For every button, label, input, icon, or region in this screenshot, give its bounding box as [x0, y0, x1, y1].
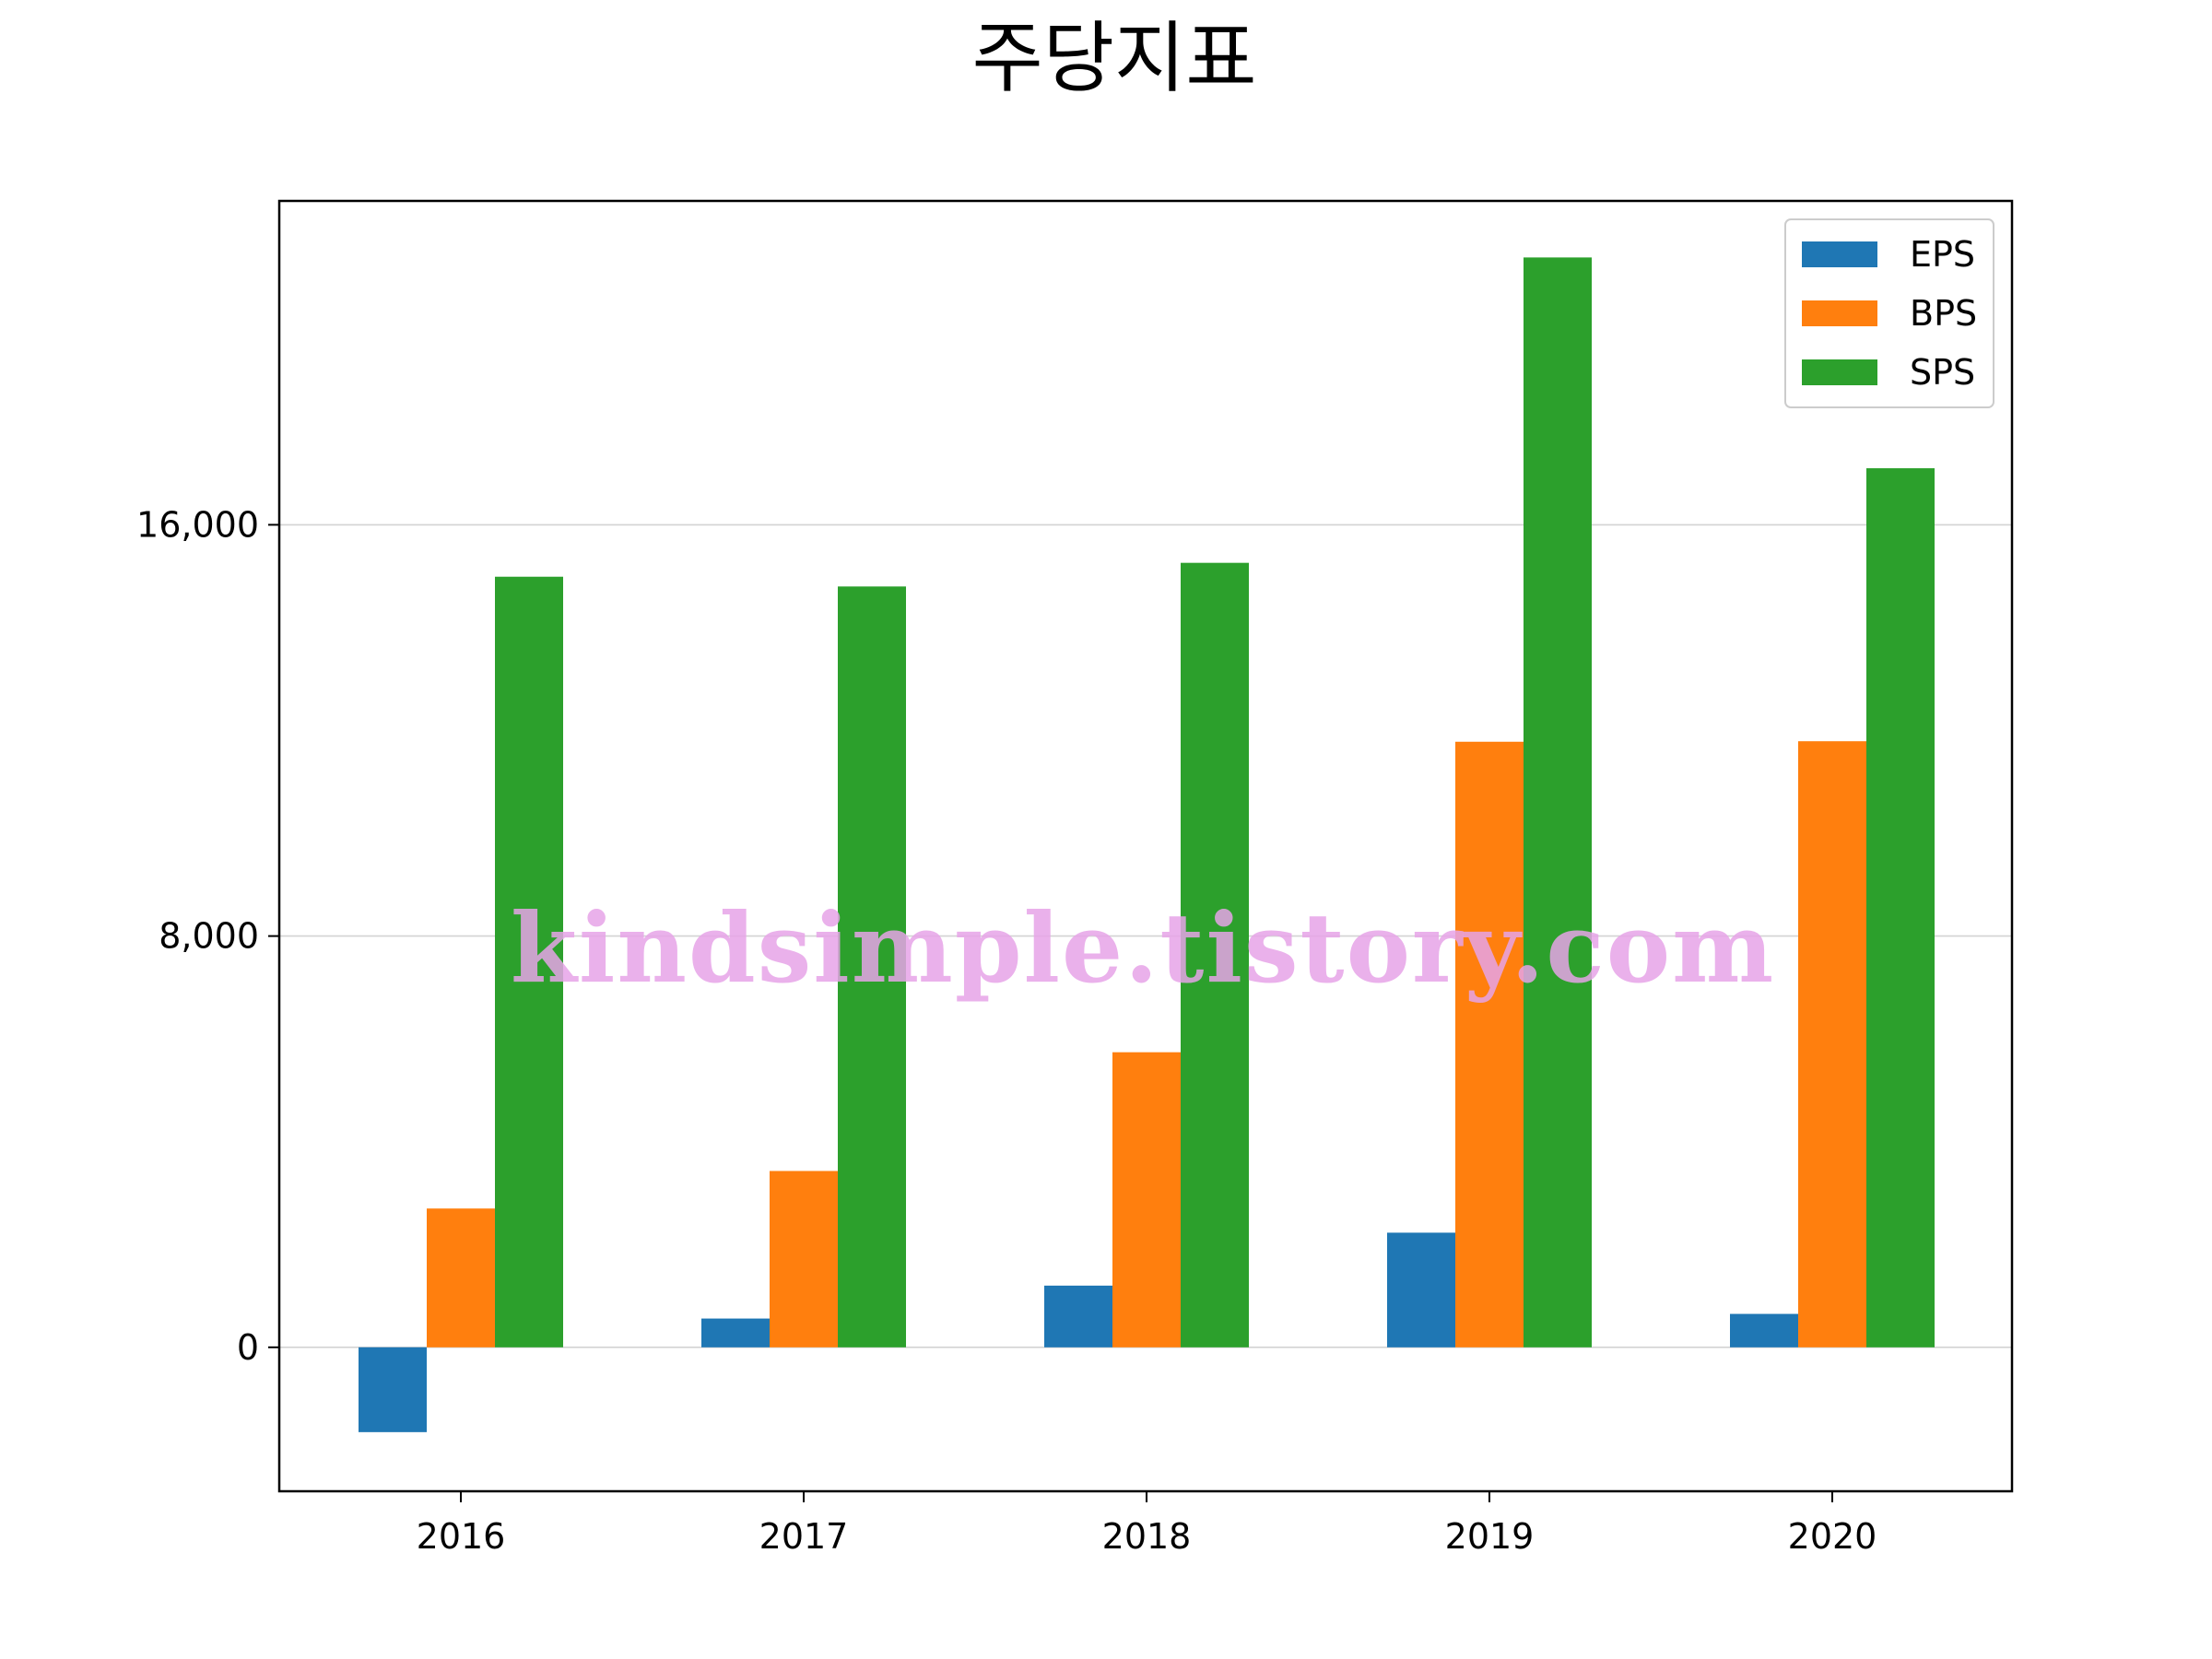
bars — [359, 257, 1935, 1432]
y-tick-label-0: 0 — [237, 1327, 259, 1368]
chart-title: 주당지표 — [971, 13, 1256, 103]
bar-bps-2019 — [1455, 741, 1524, 1347]
bar-bps-2016 — [427, 1208, 495, 1347]
bar-sps-2016 — [495, 576, 563, 1347]
x-tick-label-2016: 2016 — [417, 1516, 506, 1557]
ticks: 0 8,000 16,000 2016 2017 2018 2019 2020 — [136, 504, 1877, 1557]
legend-swatch-sps — [1802, 359, 1877, 385]
bar-eps-2019 — [1387, 1232, 1455, 1347]
x-tick-label-2019: 2019 — [1445, 1516, 1535, 1557]
bar-eps-2016 — [359, 1347, 427, 1432]
bar-sps-2017 — [838, 586, 906, 1347]
x-tick-label-2020: 2020 — [1788, 1516, 1877, 1557]
bar-eps-2017 — [701, 1318, 770, 1347]
legend-swatch-eps — [1802, 241, 1877, 267]
legend: EPS BPS SPS — [1784, 218, 1994, 408]
x-tick-label-2017: 2017 — [759, 1516, 849, 1557]
legend-swatch-bps — [1802, 300, 1877, 326]
bar-eps-2020 — [1730, 1313, 1798, 1347]
bar-sps-2019 — [1524, 257, 1592, 1347]
x-tick-label-2018: 2018 — [1102, 1516, 1192, 1557]
y-tick-label-1: 8,000 — [159, 916, 259, 957]
bar-bps-2020 — [1798, 741, 1866, 1347]
legend-label-bps: BPS — [1910, 293, 1977, 334]
y-tick-label-2: 16,000 — [136, 504, 259, 545]
bar-bps-2018 — [1112, 1052, 1181, 1347]
watermark-text: kindsimple.tistory.com — [511, 891, 1775, 1005]
legend-label-sps: SPS — [1910, 352, 1975, 393]
bar-sps-2020 — [1866, 468, 1935, 1347]
bar-sps-2018 — [1181, 562, 1249, 1347]
bar-bps-2017 — [770, 1171, 838, 1347]
legend-label-eps: EPS — [1910, 234, 1975, 275]
bar-eps-2018 — [1044, 1285, 1112, 1347]
